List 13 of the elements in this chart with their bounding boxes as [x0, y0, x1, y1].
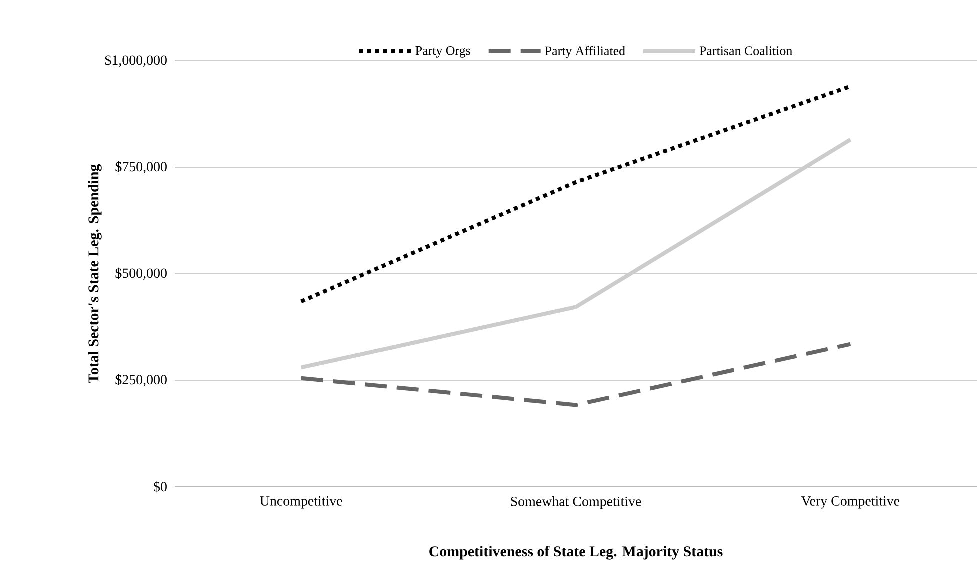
y-tick-label: $250,000 — [116, 374, 167, 387]
legend-label: Party Affiliated — [545, 46, 626, 58]
x-tick-label: Uncompetitive — [260, 496, 342, 509]
x-axis-title: Competitiveness of State Leg. Majority Status — [430, 546, 723, 560]
x-tick-label: Very Competitive — [801, 496, 900, 509]
legend-label: Party Orgs — [416, 46, 470, 58]
y-tick-label: $1,000,000 — [105, 54, 167, 68]
y-axis-title: Total Sector's State Leg. Spending — [88, 164, 102, 384]
y-tick-label: $750,000 — [116, 161, 167, 174]
y-tick-label: $500,000 — [116, 268, 167, 280]
y-tick-label: $0 — [154, 481, 167, 493]
x-tick-label: Somewhat Competitive — [511, 496, 642, 510]
legend-label: Partisan Coalition — [700, 46, 792, 56]
